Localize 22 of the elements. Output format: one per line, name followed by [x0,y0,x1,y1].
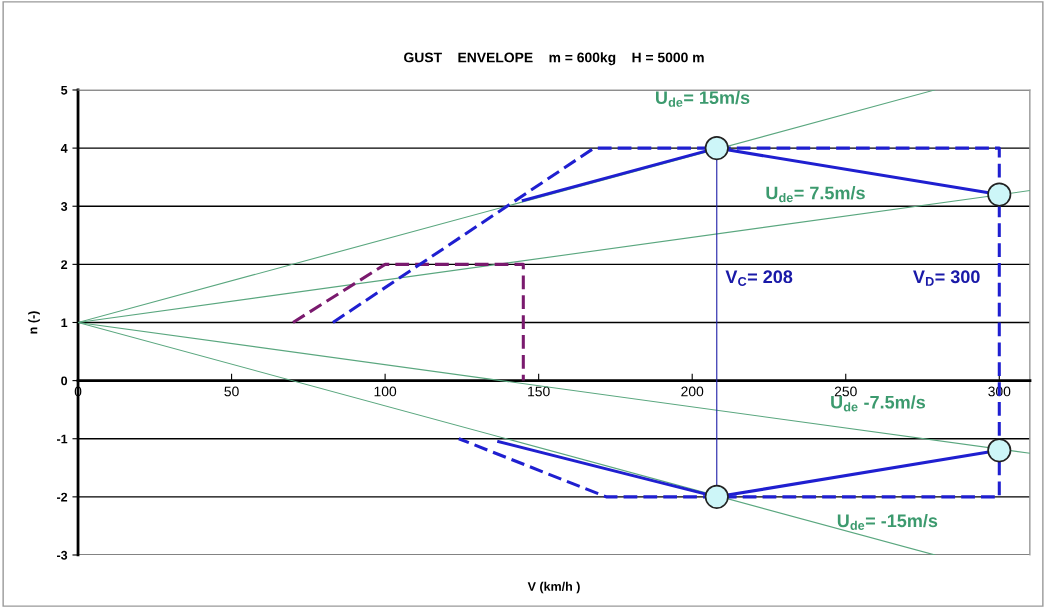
x-tick-label: 50 [224,386,239,397]
x-axis-title: V (km/h ) [527,581,580,594]
x-tick-label: 100 [374,386,397,397]
y-tick-label: 1 [61,318,68,328]
chart-title: GUST ENVELOPE m = 600kg H = 5000 m [404,52,704,66]
y-tick-label: -1 [56,434,68,444]
y-tick-label: 5 [61,85,68,95]
x-tick-label: 250 [834,386,857,397]
y-tick-label: 2 [61,260,68,269]
y-tick-label: 4 [60,144,68,153]
annotation: U$_{de}$= -15m/s [837,513,938,530]
annotation: V$_{C}$= 208 [725,270,793,286]
y-tick-label: 0 [61,376,68,386]
y-axis-title: n (-) [28,311,40,334]
x-tick-label: 150 [528,386,550,397]
annotation: U$_{de}$= 15m/s [656,90,750,107]
y-tick-label: 3 [60,202,68,211]
x-tick-label: 200 [681,386,704,397]
y-tick-label: -2 [56,492,68,502]
annotation: U$_{de}$= 7.5m/s [766,186,865,203]
y-tick-label: -3 [56,550,68,560]
annotation: V$_{D}$= 300 [913,270,980,286]
